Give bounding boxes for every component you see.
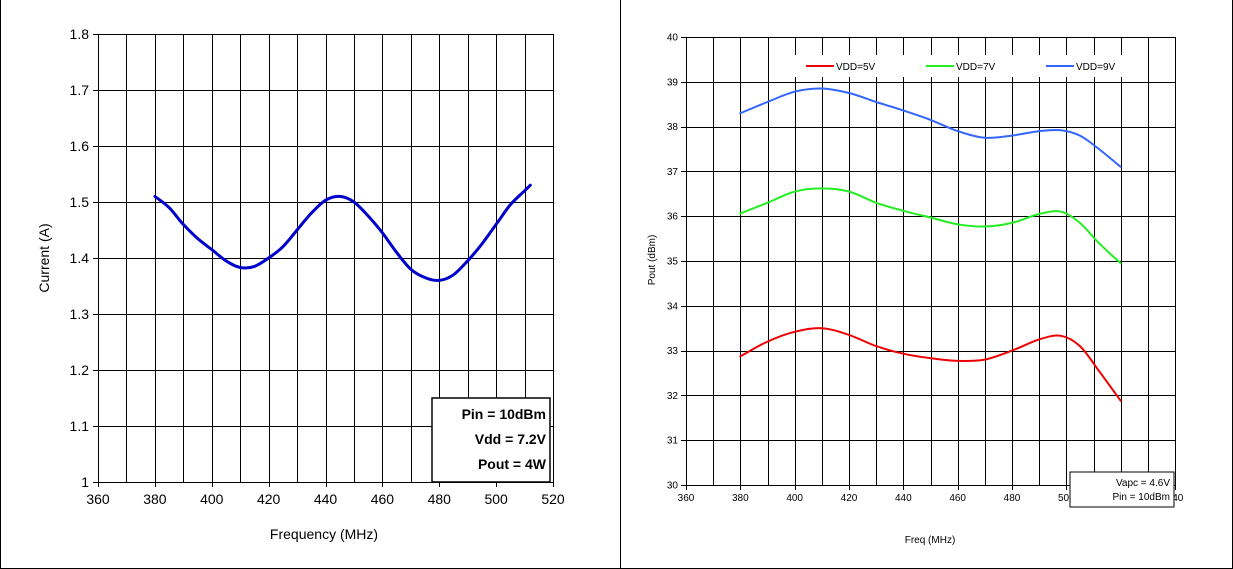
series-line-1 (739, 187, 1122, 265)
y-tick-label: 1.7 (70, 82, 90, 98)
x-tick-label: 360 (678, 493, 695, 504)
y-tick-label: 35 (667, 257, 679, 268)
y-tick-label: 39 (667, 77, 679, 88)
x-tick-label: 480 (1004, 493, 1021, 504)
annotation-line-1: Vapc = 4.6V (1116, 478, 1170, 489)
legend-label-vdd9: VDD=9V (1076, 62, 1116, 73)
x-tick-label: 400 (200, 491, 224, 507)
y-tick-label: 36 (667, 212, 679, 223)
y-tick-label: 1.5 (70, 194, 90, 210)
annotation-box (1069, 471, 1175, 508)
y-tick-label: 1 (81, 474, 89, 490)
annotation-box (431, 397, 551, 483)
annotation-line-1: Pin = 10dBm (462, 406, 546, 422)
series-line-0 (739, 327, 1122, 402)
legend: VDD=5V VDD=7V VDD=9V (786, 55, 1140, 77)
x-axis-title: Frequency (MHz) (270, 526, 378, 542)
x-axis-title: Freq (MHz) (905, 535, 956, 546)
y-tick-label: 37 (667, 167, 679, 178)
y-tick-label: 38 (667, 122, 679, 133)
x-tick-label: 540 (1167, 493, 1184, 504)
x-tick-label: 500 (484, 491, 508, 507)
x-tick-label: 380 (143, 491, 167, 507)
legend-label-vdd5: VDD=5V (836, 62, 876, 73)
legend-label-vdd7: VDD=7V (956, 62, 996, 73)
y-tick-label: 30 (667, 481, 679, 492)
series-layer (153, 183, 532, 283)
x-tick-label: 440 (314, 491, 338, 507)
x-tick-label: 520 (541, 491, 565, 507)
y-tick-label: 1.6 (70, 138, 90, 154)
y-tick-label: 1.1 (70, 418, 90, 434)
legend-box (786, 55, 1140, 77)
y-tick-label: 33 (667, 346, 679, 357)
y-tick-label: 32 (667, 391, 679, 402)
y-axis-title: Current (A) (36, 223, 52, 292)
x-tick-label: 480 (428, 491, 452, 507)
x-tick-label: 440 (895, 493, 912, 504)
annotation-line-2: Pin = 10dBm (1112, 492, 1170, 503)
x-tick-label: 380 (732, 493, 749, 504)
pout-vs-freq-chart: 3603804004204404604805005205403031323334… (647, 33, 1184, 547)
y-tick-label: 1.8 (70, 26, 90, 42)
x-tick-label: 460 (949, 493, 966, 504)
annotation-line-3: Pout = 4W (478, 456, 547, 472)
y-tick-label: 1.2 (70, 362, 90, 378)
current-vs-frequency-chart: 360 380 400 420 440 460 480 500 520 1 1.1 1.2 1.3 1.4… (36, 26, 565, 542)
y-tick-label: 40 (667, 33, 679, 44)
y-tick-label: 1.4 (70, 250, 90, 266)
series-line-0 (153, 183, 532, 283)
y-axis-title: Pout (dBm) (647, 235, 658, 286)
y-tick-label: 31 (667, 436, 679, 447)
x-tick-label: 360 (86, 491, 110, 507)
grid (681, 37, 1176, 490)
plot-area-border (686, 37, 1176, 486)
x-tick-label: 500 (1058, 493, 1075, 504)
x-tick-label: 400 (786, 493, 803, 504)
y-tick-label: 34 (667, 301, 679, 312)
x-tick-label: 420 (257, 491, 281, 507)
series-line-2 (739, 87, 1122, 168)
x-tick-label: 460 (371, 491, 395, 507)
annotation-line-2: Vdd = 7.2V (475, 431, 547, 447)
conditions-annotation: Vapc = 4.6V Pin = 10dBm (1069, 471, 1175, 508)
x-tick-label: 420 (841, 493, 858, 504)
tick-labels: 3603804004204404604805005205403031323334… (667, 33, 1184, 505)
conditions-annotation: Pin = 10dBm Vdd = 7.2V Pout = 4W (431, 397, 551, 483)
tick-labels: 360 380 400 420 440 460 480 500 520 1 1.1 1.2 1.3 1.4… (70, 26, 565, 507)
y-tick-label: 1.3 (70, 306, 90, 322)
series-layer (739, 87, 1122, 402)
